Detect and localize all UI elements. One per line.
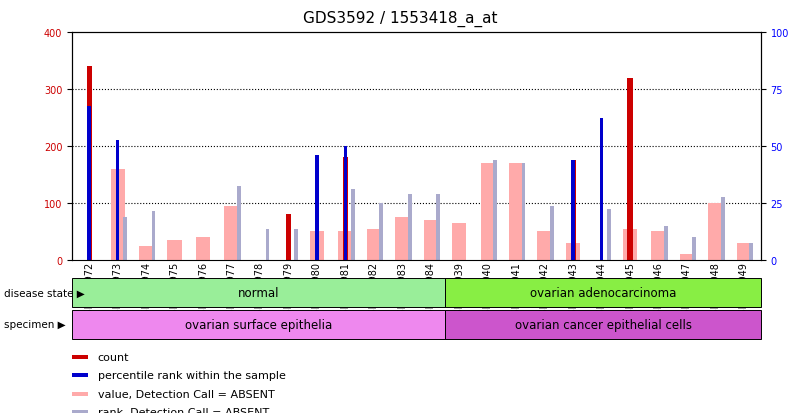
Text: specimen ▶: specimen ▶: [4, 320, 66, 330]
Bar: [139, 246, 153, 260]
Bar: [265, 229, 269, 260]
Bar: [452, 223, 466, 260]
Bar: [167, 240, 182, 260]
Bar: [237, 186, 241, 260]
Bar: [708, 204, 723, 260]
Bar: [737, 243, 751, 260]
Bar: [481, 164, 495, 260]
Bar: [627, 78, 633, 260]
Bar: [224, 206, 239, 260]
Bar: [87, 67, 92, 260]
Bar: [493, 161, 497, 260]
Bar: [664, 226, 668, 260]
Bar: [521, 164, 525, 260]
Bar: [87, 107, 91, 260]
Bar: [351, 189, 355, 260]
Bar: [116, 141, 119, 260]
Bar: [600, 118, 603, 260]
Text: normal: normal: [238, 286, 280, 299]
Bar: [72, 310, 445, 339]
Bar: [571, 161, 575, 260]
Bar: [566, 243, 580, 260]
Bar: [550, 206, 553, 260]
Text: percentile rank within the sample: percentile rank within the sample: [98, 370, 285, 380]
Bar: [445, 310, 761, 339]
Text: GDS3592 / 1553418_a_at: GDS3592 / 1553418_a_at: [304, 10, 497, 26]
Bar: [72, 278, 445, 308]
Bar: [111, 169, 125, 260]
Text: ovarian adenocarcinoma: ovarian adenocarcinoma: [530, 286, 676, 299]
Text: ovarian cancer epithelial cells: ovarian cancer epithelial cells: [514, 318, 691, 331]
Bar: [72, 355, 88, 359]
Bar: [286, 215, 291, 260]
Bar: [509, 164, 523, 260]
Text: count: count: [98, 352, 129, 362]
Bar: [196, 237, 210, 260]
Bar: [607, 209, 611, 260]
Text: value, Detection Call = ABSENT: value, Detection Call = ABSENT: [98, 389, 274, 399]
Bar: [294, 229, 298, 260]
Bar: [151, 212, 155, 260]
Bar: [343, 158, 348, 260]
Bar: [693, 237, 696, 260]
Bar: [570, 161, 576, 260]
Bar: [380, 204, 383, 260]
Bar: [315, 155, 319, 260]
Bar: [72, 411, 88, 413]
Bar: [395, 218, 409, 260]
Bar: [72, 373, 88, 377]
Bar: [750, 243, 753, 260]
Bar: [123, 218, 127, 260]
Text: disease state ▶: disease state ▶: [4, 288, 85, 298]
Bar: [367, 229, 381, 260]
Text: ovarian surface epithelia: ovarian surface epithelia: [185, 318, 332, 331]
Bar: [72, 392, 88, 396]
Bar: [344, 147, 347, 260]
Bar: [623, 229, 637, 260]
Bar: [537, 232, 552, 260]
Bar: [408, 195, 412, 260]
Bar: [721, 198, 725, 260]
Bar: [680, 254, 694, 260]
Text: rank, Detection Call = ABSENT: rank, Detection Call = ABSENT: [98, 407, 269, 413]
Bar: [310, 232, 324, 260]
Bar: [445, 278, 761, 308]
Bar: [424, 221, 438, 260]
Bar: [338, 232, 352, 260]
Bar: [651, 232, 666, 260]
Bar: [437, 195, 440, 260]
